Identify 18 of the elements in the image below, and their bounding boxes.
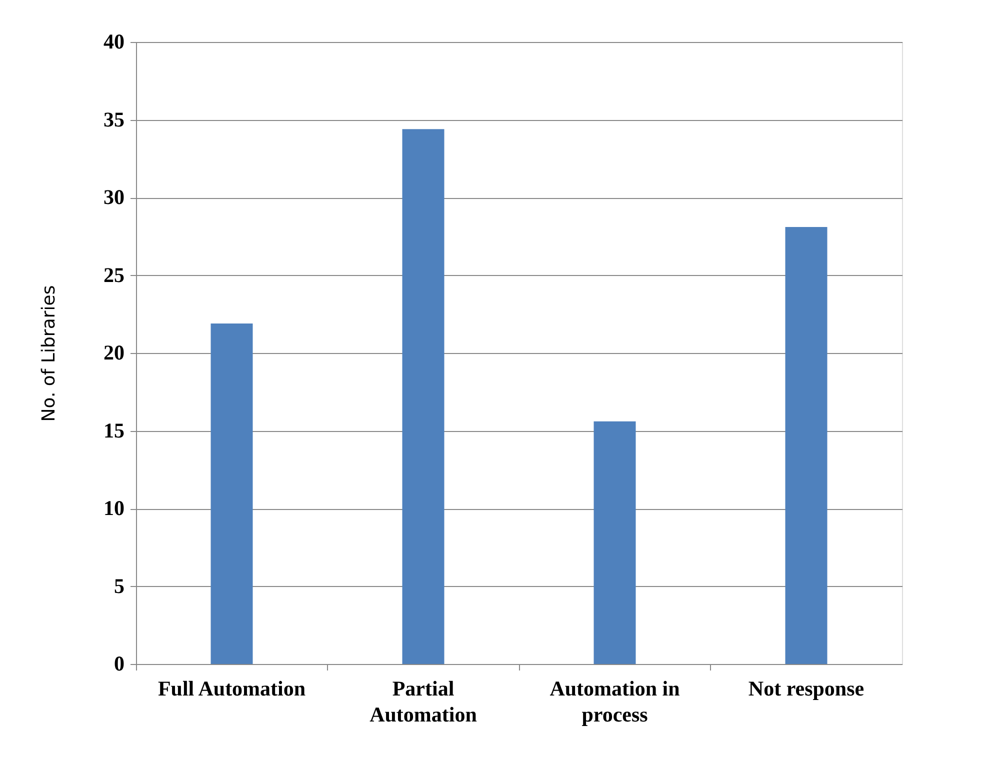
x-tick-label: Automation in process [550,676,680,726]
y-tick-label: 35 [104,107,124,132]
y-tick-label: 20 [104,340,124,364]
y-tick-label: 5 [114,574,124,598]
y-tick-label: 15 [104,418,124,442]
y-tick-label: 40 [104,30,124,54]
y-tick-label: 25 [104,262,124,287]
y-axis-title: No. of Libraries [38,285,60,422]
x-tick-label: Not response [748,676,864,700]
bar [402,129,444,664]
x-tick-label: Full Automation [158,676,306,700]
bar [785,227,828,664]
x-tick-label: Partial Automation [370,676,478,726]
y-tick-label: 10 [104,496,124,520]
bar [594,421,636,664]
y-tick-label: 0 [114,652,124,676]
y-tick-label: 30 [104,185,124,209]
bar [210,323,253,664]
